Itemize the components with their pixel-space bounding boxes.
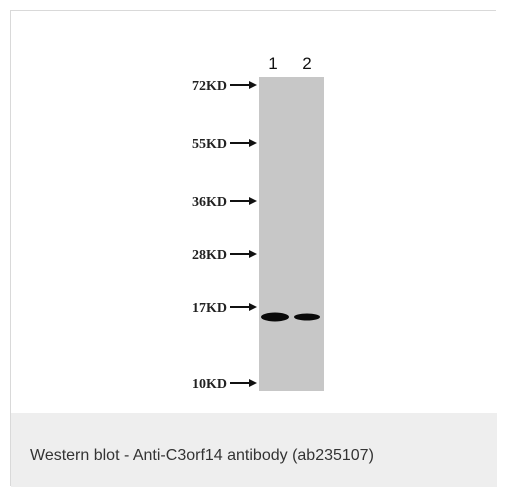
marker-arrow-17kd	[230, 303, 257, 311]
figure-card: 1 2 72KD 55KD 36KD 28KD 17KD 10KD	[10, 10, 497, 487]
band-lane-1	[261, 312, 289, 322]
marker-label-72kd: 72KD	[192, 79, 227, 94]
marker-label-10kd: 10KD	[192, 377, 227, 392]
caption-bar: Western blot - Anti-C3orf14 antibody (ab…	[11, 413, 497, 487]
lane-label-2: 2	[302, 54, 311, 73]
western-blot-image: 1 2 72KD 55KD 36KD 28KD 17KD 10KD	[192, 54, 324, 392]
marker-arrow-28kd	[230, 250, 257, 258]
figure-caption: Western blot - Anti-C3orf14 antibody (ab…	[30, 447, 374, 464]
marker-arrow-72kd	[230, 81, 257, 89]
marker-label-28kd: 28KD	[192, 248, 227, 263]
lane-label-1: 1	[268, 54, 277, 73]
marker-label-55kd: 55KD	[192, 137, 227, 152]
marker-label-36kd: 36KD	[192, 195, 227, 210]
band-lane-2	[294, 313, 320, 321]
marker-label-17kd: 17KD	[192, 301, 227, 316]
marker-arrow-36kd	[230, 197, 257, 205]
blot-membrane	[259, 77, 324, 391]
western-blot-figure: 1 2 72KD 55KD 36KD 28KD 17KD 10KD	[11, 11, 497, 413]
marker-arrow-55kd	[230, 139, 257, 147]
marker-arrow-10kd	[230, 379, 257, 387]
